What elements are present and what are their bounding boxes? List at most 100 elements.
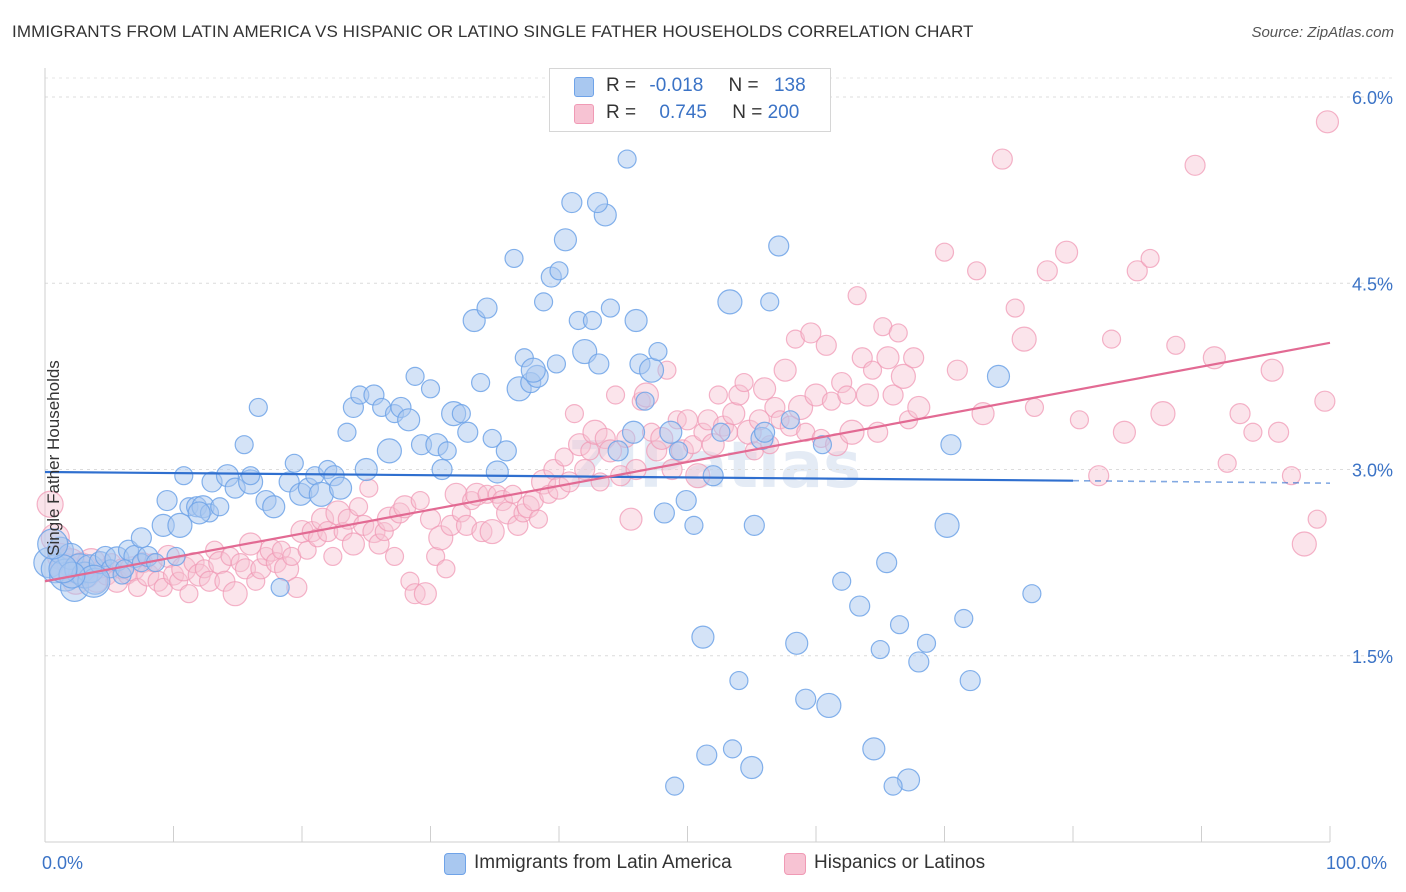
chart-source: Source: ZipAtlas.com	[1251, 24, 1394, 41]
pink-point	[471, 520, 493, 543]
blue-point	[549, 261, 569, 281]
pink-point	[708, 385, 728, 405]
pink-point	[882, 384, 904, 406]
pink-point	[564, 404, 585, 424]
blue-point	[849, 595, 871, 617]
blue-point	[546, 354, 567, 374]
blue-point	[934, 512, 960, 538]
blue-point	[284, 453, 304, 473]
pink-point	[1243, 422, 1263, 442]
blue-point	[451, 404, 471, 424]
blue-point	[986, 364, 1011, 388]
legend-n-value: 200	[767, 102, 800, 123]
blue-point	[908, 651, 930, 673]
pink-point	[516, 495, 540, 519]
pink-point	[1307, 509, 1327, 529]
pink-point	[888, 323, 908, 343]
blue-point	[691, 625, 715, 649]
blue-point	[862, 737, 886, 761]
pink-point	[1069, 410, 1090, 430]
blue-point	[711, 422, 731, 442]
pink-point	[934, 242, 955, 262]
pink-point	[1024, 397, 1045, 418]
pink-point	[325, 500, 351, 526]
y-axis-label: Single Father Households	[44, 360, 63, 556]
pink-point	[271, 540, 292, 560]
y-tick-label: 4.5%	[1352, 274, 1393, 294]
blue-point	[262, 495, 286, 519]
blue-point	[582, 310, 603, 331]
pink-point	[384, 546, 405, 567]
blue-point	[729, 670, 749, 691]
bottom-legend-label: Hispanics or Latinos	[814, 852, 986, 873]
blue-point	[635, 391, 655, 411]
blue-point	[234, 435, 254, 455]
blue-point	[889, 615, 910, 635]
pink-point	[619, 507, 643, 531]
pink-point	[582, 419, 608, 445]
pink-point	[946, 359, 968, 381]
y-tick-label: 6.0%	[1352, 88, 1393, 108]
legend-n-label: N =	[728, 75, 759, 96]
blue-point	[648, 341, 668, 362]
blue-point	[812, 435, 833, 455]
blue-point	[561, 191, 583, 214]
blue-point	[476, 297, 498, 319]
blue-point	[876, 552, 898, 574]
pink-point	[1217, 453, 1237, 473]
blue-point	[617, 149, 637, 169]
blue-point	[270, 577, 290, 598]
blue-point	[916, 633, 937, 653]
correlation-legend: R = -0.018 N = 138 R = 0.745 N = 200	[549, 68, 831, 132]
blue-point	[795, 688, 817, 710]
pink-point	[1166, 335, 1186, 355]
pink-point	[1005, 298, 1025, 318]
pink-point	[222, 581, 248, 607]
blue-point	[665, 776, 685, 796]
blue-point	[659, 420, 683, 444]
pink-point	[400, 571, 420, 591]
blue-point	[420, 379, 441, 399]
pink-point	[404, 583, 426, 605]
blue-point	[376, 438, 402, 464]
blue-point	[621, 420, 646, 444]
legend-n-label: N =	[732, 102, 763, 123]
pink-point	[734, 372, 754, 393]
pink-point	[1281, 466, 1302, 486]
pink-point	[815, 334, 837, 356]
pink-point	[991, 148, 1013, 170]
pink-point	[359, 478, 379, 498]
blue-point	[675, 489, 697, 512]
pink-point	[1112, 420, 1137, 444]
bottom-legend-label: Immigrants from Latin America	[474, 852, 732, 873]
pink-point	[1011, 326, 1037, 352]
blue-point	[471, 372, 491, 393]
blue-point	[753, 421, 776, 443]
blue-point	[482, 428, 502, 449]
blue-point	[959, 669, 981, 692]
legend-r-value: -0.018	[649, 75, 704, 96]
legend-r-value: 0.745	[659, 102, 707, 123]
blue-point	[485, 460, 509, 484]
blue-point	[717, 289, 743, 315]
blue-point	[638, 357, 665, 383]
blue-point	[702, 465, 724, 487]
pink-point	[507, 514, 529, 536]
y-tick-label: 3.0%	[1352, 461, 1393, 481]
x-tick-max: 100.0%	[1326, 853, 1388, 873]
blue-point	[504, 248, 524, 269]
blue-point	[174, 466, 194, 486]
legend-swatch-pink	[574, 104, 594, 124]
blue-point	[37, 528, 69, 560]
blue-point	[156, 489, 178, 512]
legend-n-value: 138	[773, 75, 806, 96]
blue-point	[816, 692, 842, 719]
blue-point	[785, 631, 809, 655]
blue-point	[241, 466, 261, 486]
pink-point	[1150, 401, 1176, 427]
blue-point	[696, 744, 718, 766]
pink-point	[297, 540, 317, 560]
blue-point	[668, 441, 689, 461]
blue-point	[586, 191, 609, 214]
legend-r-label: R =	[606, 75, 637, 96]
